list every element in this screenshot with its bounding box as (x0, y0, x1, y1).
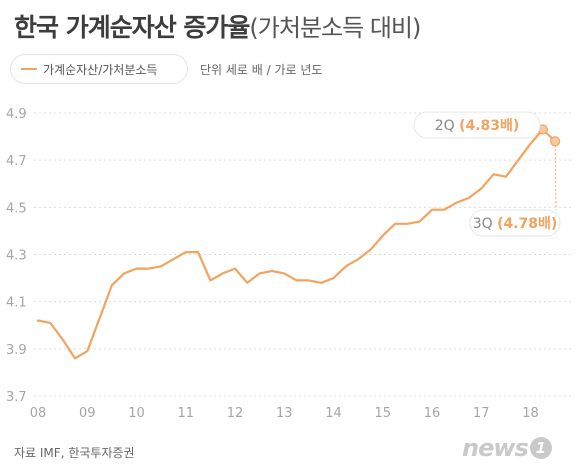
y-tick-label: 4.9 (6, 107, 27, 122)
x-tick-label: 13 (276, 406, 293, 421)
annotation-quarter: 3Q (473, 216, 497, 232)
chart-title: 한국 가계순자산 증가율(가처분소득 대비) (14, 8, 421, 44)
y-tick-label: 4.1 (6, 296, 27, 311)
unit-note: 단위 세로 배 / 가로 년도 (200, 63, 323, 77)
news1-logo: news 1 (462, 434, 552, 462)
grid-lines (34, 112, 572, 397)
x-tick-label: 16 (424, 406, 441, 421)
series-line (36, 128, 557, 360)
y-tick-labels: 3.7 3.9 4.1 4.3 4.5 4.7 4.9 (6, 107, 27, 405)
x-tick-label: 10 (128, 406, 145, 421)
legend-line-swatch (21, 68, 37, 70)
annotation-leader (554, 141, 557, 211)
x-tick-labels: 08 09 10 11 12 13 14 15 16 17 18 (30, 406, 539, 421)
annotations-group: 2Q (4.83배) 3Q (4.78배) (413, 111, 561, 237)
title-main: 한국 가계순자산 증가율 (14, 13, 250, 42)
x-tick-label: 11 (177, 406, 194, 421)
annotation-box (469, 209, 561, 237)
x-tick-label: 17 (473, 406, 490, 421)
series-group (36, 128, 557, 360)
x-tick-label: 14 (325, 406, 342, 421)
legend-label: 가계순자산/가처분소득 (43, 62, 158, 77)
x-tick-label: 18 (522, 406, 539, 421)
annotation-marker (550, 136, 561, 147)
y-tick-label: 4.3 (6, 249, 27, 264)
x-tick-label: 12 (227, 406, 244, 421)
y-tick-label: 3.7 (6, 390, 27, 405)
y-tick-label: 4.7 (6, 154, 27, 169)
logo-text: news (462, 434, 529, 462)
logo-badge: 1 (529, 437, 552, 459)
x-tick-label: 09 (79, 406, 96, 421)
annotation-2q: 2Q (4.83배) (413, 111, 548, 139)
y-tick-label: 3.9 (6, 343, 27, 358)
title-sub: (가처분소득 대비) (249, 14, 421, 42)
annotation-3q: 3Q (4.78배) (469, 136, 561, 237)
annotation-value: (4.83배) (459, 118, 519, 134)
legend: 가계순자산/가처분소득 (10, 54, 188, 84)
x-tick-label: 08 (30, 406, 47, 421)
x-tick-label: 15 (374, 406, 391, 421)
annotation-quarter: 2Q (435, 118, 459, 134)
annotation-label: 2Q (4.83배) (435, 118, 520, 134)
annotation-label: 3Q (4.78배) (473, 216, 558, 232)
y-tick-label: 4.5 (6, 201, 27, 216)
annotation-box (413, 111, 541, 139)
annotation-value: (4.78배) (497, 216, 557, 232)
source-note: 자료 IMF, 한국투자증권 (14, 446, 135, 460)
